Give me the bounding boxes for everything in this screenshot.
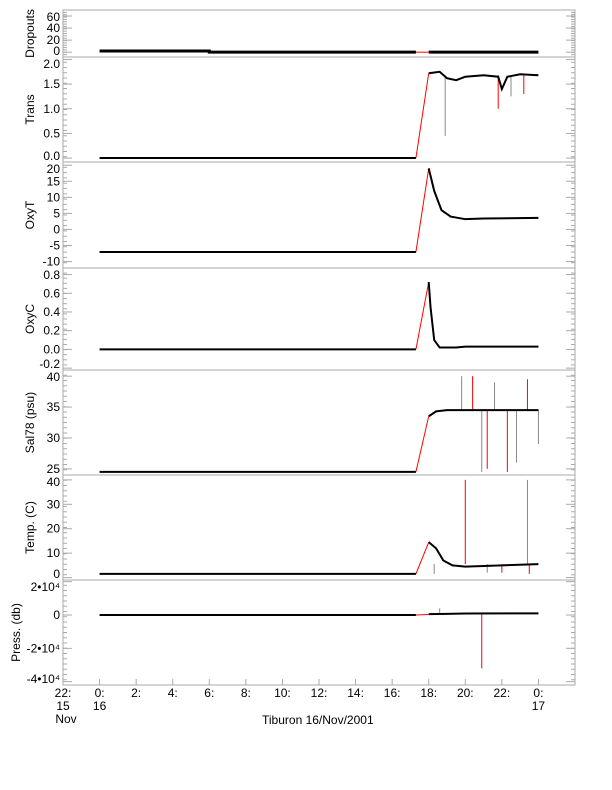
y-tick-label: 40 [47, 370, 61, 384]
x-tick-label: 16: [384, 686, 401, 700]
x-tick-label: 12: [311, 686, 328, 700]
y-tick-label: 0.2 [43, 324, 60, 338]
x-tick-label: 16 [93, 699, 107, 713]
y-tick-label: 20 [47, 522, 61, 536]
x-tick-label: 15 [56, 699, 70, 713]
x-tick-label: 20: [457, 686, 474, 700]
y-tick-label: -4•10⁴ [27, 672, 60, 686]
y-tick-label: 0.0 [43, 149, 60, 163]
data-series-line [427, 281, 539, 349]
y-tick-label: 0 [53, 567, 60, 581]
y-axis-label: Dropouts [23, 9, 37, 58]
y-tick-label: 5 [53, 206, 60, 220]
y-axis-label: Sal78 (psu) [23, 392, 37, 453]
y-tick-label: 40 [47, 21, 61, 35]
y-tick-label: 1.0 [43, 102, 60, 116]
y-tick-label: 30 [47, 497, 61, 511]
y-tick-label: 20 [47, 162, 61, 176]
y-tick-label: 10 [47, 190, 61, 204]
y-tick-label: 2•10⁴ [31, 580, 60, 594]
panel-frame [62, 369, 576, 476]
data-series-line [428, 612, 539, 616]
x-tick-label: 2: [131, 686, 141, 700]
y-tick-label: 15 [47, 174, 61, 188]
y-tick-label: -10 [43, 255, 61, 269]
gap-interpolation-line [415, 281, 430, 350]
x-tick-label: 0: [533, 686, 543, 700]
gap-interpolation-line [415, 416, 430, 473]
y-tick-label: 0.6 [43, 286, 60, 300]
y-tick-label: 0.0 [43, 342, 60, 356]
y-tick-label: 1.5 [43, 77, 60, 91]
y-tick-label: 35 [47, 400, 61, 414]
gap-interpolation-line [415, 541, 430, 575]
x-axis-title-text: Tiburon 16/Nov/2001 [262, 713, 374, 727]
gap-interpolation-line [415, 73, 430, 159]
data-series-line [427, 168, 539, 221]
x-tick-label: 0: [95, 686, 105, 700]
data-series-line [428, 70, 539, 92]
x-tick-label: 18: [420, 686, 437, 700]
y-tick-label: 2.0 [43, 57, 60, 71]
y-tick-label: 20 [47, 33, 61, 47]
panel-frame [62, 579, 576, 686]
y-axis-label: Press. (db) [9, 603, 23, 662]
x-tick-label: 4: [168, 686, 178, 700]
y-tick-label: 60 [47, 10, 61, 24]
data-series-line [428, 541, 539, 568]
data-series-line [428, 409, 539, 418]
y-tick-label: 0.4 [43, 305, 60, 319]
y-tick-label: 30 [47, 431, 61, 445]
x-tick-label: 6: [204, 686, 214, 700]
x-tick-label: 8: [241, 686, 251, 700]
x-tick-label: 22: [494, 686, 511, 700]
y-tick-label: -2•10⁴ [27, 641, 60, 655]
y-tick-label: 0 [53, 608, 60, 622]
y-axis-label: Trans [23, 94, 37, 124]
data-series-line [99, 49, 416, 54]
y-tick-label: 25 [47, 462, 61, 476]
x-tick-label: 10: [274, 686, 291, 700]
x-tick-label: Nov [55, 712, 76, 726]
y-axis-label: OxyT [23, 200, 37, 229]
y-tick-label: 40 [47, 475, 61, 489]
panel-frame [62, 56, 576, 163]
y-axis-label: Temp. (C) [23, 501, 37, 554]
panel-frame [62, 474, 576, 581]
y-tick-label: -5 [49, 239, 60, 253]
y-tick-label: 0 [53, 222, 60, 236]
y-tick-label: 0 [53, 44, 60, 58]
panel-frame [62, 267, 576, 371]
x-tick-label: 17 [532, 699, 546, 713]
y-tick-label: -0.2 [39, 357, 60, 371]
y-tick-label: 0.8 [43, 268, 60, 282]
gap-interpolation-line [415, 168, 430, 253]
y-axis-label: OxyC [23, 304, 37, 334]
y-tick-label: 10 [47, 546, 61, 560]
x-tick-label: 22: [55, 686, 72, 700]
x-tick-label: 14: [347, 686, 364, 700]
gap-interpolation-line [415, 614, 429, 616]
y-tick-label: 0.5 [43, 126, 60, 140]
